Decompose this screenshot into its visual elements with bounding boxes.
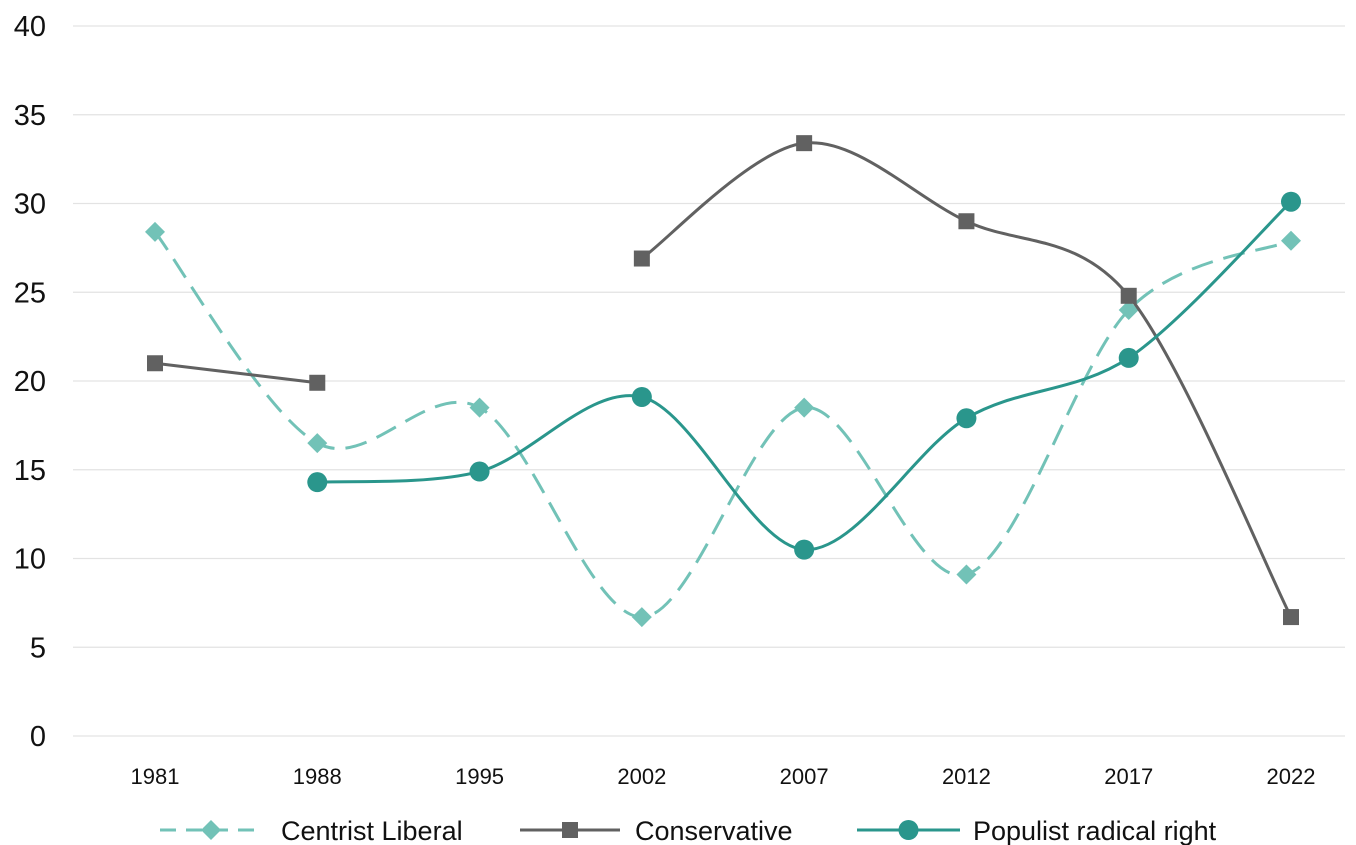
series-line — [317, 200, 1293, 552]
data-point — [794, 539, 815, 560]
legend-item: Populist radical right — [857, 816, 1217, 845]
data-point — [307, 433, 328, 454]
series-2 — [307, 191, 1301, 560]
data-point — [469, 397, 490, 418]
data-point — [1120, 287, 1137, 304]
x-tick-label: 2007 — [780, 764, 829, 789]
legend-item: Conservative — [520, 816, 793, 845]
y-tick-label: 10 — [14, 544, 46, 576]
x-tick-label: 2012 — [942, 764, 991, 789]
x-tick-label: 2022 — [1267, 764, 1316, 789]
gridlines — [73, 25, 1345, 737]
data-point — [307, 472, 328, 493]
data-point — [309, 374, 326, 391]
legend-label: Populist radical right — [973, 816, 1217, 845]
x-tick-label: 2017 — [1104, 764, 1153, 789]
y-tick-label: 30 — [14, 189, 46, 221]
series-1 — [147, 135, 1299, 626]
data-point — [633, 250, 650, 267]
series-lines — [145, 135, 1301, 628]
series-0 — [145, 221, 1301, 628]
y-tick-label: 25 — [14, 277, 46, 309]
y-tick-label: 20 — [14, 366, 46, 398]
series-line — [154, 361, 318, 385]
data-point — [145, 221, 165, 242]
data-point — [631, 386, 652, 407]
series-line — [640, 141, 1293, 618]
data-point — [956, 564, 977, 585]
y-tick-label: 40 — [14, 11, 46, 43]
y-tick-label: 5 — [30, 632, 46, 664]
data-point — [631, 607, 652, 628]
data-point — [147, 355, 163, 372]
data-point — [956, 408, 977, 429]
series-line — [153, 230, 1292, 619]
y-tick-label: 15 — [14, 455, 46, 487]
x-tick-label: 2002 — [617, 764, 666, 789]
x-tick-label: 1981 — [131, 764, 180, 789]
data-point — [469, 461, 490, 482]
data-point — [1283, 609, 1299, 626]
legend-label: Centrist Liberal — [281, 816, 463, 845]
y-tick-label: 0 — [30, 721, 46, 753]
x-tick-label: 1995 — [455, 764, 504, 789]
y-axis-ticks: 0 5 10 15 20 25 30 35 40 — [14, 11, 46, 753]
data-point — [1118, 347, 1139, 368]
x-axis-ticks: 1981 1988 1995 2002 2007 2012 2017 2022 — [131, 764, 1316, 789]
data-point — [1281, 230, 1301, 251]
legend-item: Centrist Liberal — [160, 816, 463, 845]
legend-marker — [562, 822, 578, 838]
data-point — [958, 213, 975, 230]
data-point — [1118, 300, 1139, 320]
legend: Centrist Liberal Conservative Populist rad… — [160, 816, 1217, 845]
legend-label: Conservative — [635, 816, 793, 845]
legend-marker — [201, 820, 221, 840]
legend-marker — [898, 820, 919, 840]
data-point — [796, 135, 813, 152]
data-point — [794, 397, 815, 418]
y-tick-label: 35 — [14, 100, 46, 132]
data-point — [1281, 191, 1301, 212]
x-tick-label: 1988 — [293, 764, 342, 789]
